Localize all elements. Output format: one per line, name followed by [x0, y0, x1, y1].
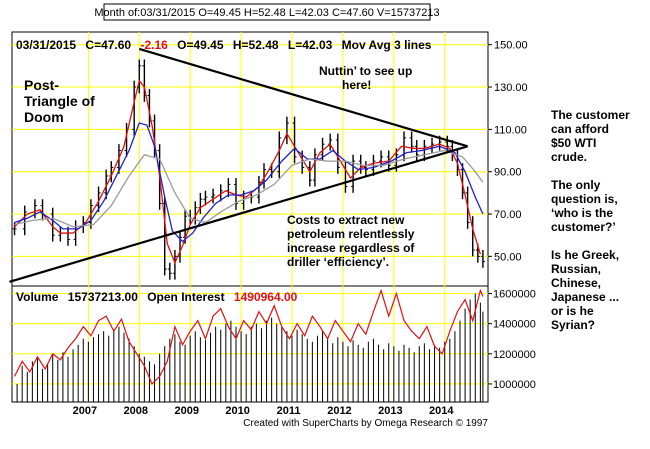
annotation-customer-line: Chinese,	[551, 276, 602, 290]
volume-label-line: Volume 15737213.00 Open Interest 1490964…	[16, 290, 298, 304]
moving-average-gray	[14, 149, 484, 228]
volume-value: 15737213.00	[68, 290, 138, 304]
volume-tick-label: 1400000	[493, 319, 536, 331]
oi-value: 1490964.00	[234, 290, 298, 304]
info-low: L=42.03	[288, 38, 333, 52]
info-change: -2.16	[140, 38, 168, 52]
header-bar	[103, 3, 431, 21]
x-tick-label: 2010	[225, 405, 249, 417]
annotation-customer-line: Syrian?	[551, 318, 596, 332]
annotation-customer-line: Is he Greek,	[551, 248, 620, 262]
x-axis: 2007 2008 2009 2010 2011 2012 2013 2014	[73, 405, 455, 417]
annotation-costs-line: driller ‘efficiency’.	[287, 255, 389, 269]
annotation-customer-line: question is,	[551, 192, 618, 206]
moving-averages	[14, 79, 484, 265]
volume-tick-label: 1200000	[493, 349, 536, 361]
upper-trendline	[138, 47, 468, 148]
info-line: 03/31/2015 C=47.60 -2.16 O=49.45 H=52.48…	[16, 38, 432, 52]
x-tick-label: 2007	[73, 405, 97, 417]
info-mov-avg: Mov Avg 3 lines	[342, 38, 432, 52]
volume-bars	[16, 293, 484, 402]
x-tick-label: 2012	[327, 405, 351, 417]
credit: Created with SuperCharts by Omega Resear…	[243, 418, 488, 429]
x-tick-label: 2011	[277, 405, 301, 417]
info-close: C=47.60	[85, 38, 131, 52]
x-tick-label: 2014	[429, 405, 454, 417]
annotation-customer-line: customer?’	[551, 220, 616, 234]
annotation-costs: Costs to extract new petroleum relentles…	[287, 213, 418, 269]
annotation-nuttin-line: here!	[342, 78, 371, 92]
price-tick-label: 90.00	[494, 167, 522, 179]
oi-label: Open Interest	[147, 290, 224, 304]
moving-average-blue	[14, 122, 484, 243]
annotation-customer-line: The only	[551, 178, 601, 192]
price-tick-label: 50.00	[494, 251, 522, 263]
annotation-customer-line: can afford	[551, 122, 610, 136]
price-tick-label: 70.00	[494, 209, 522, 221]
annotation-customer-line: or is he	[551, 304, 594, 318]
annotation-customer-line: ‘who is the	[551, 206, 614, 220]
info-open: O=49.45	[177, 38, 224, 52]
volume-tick-label: 1000000	[493, 379, 536, 391]
price-panel	[11, 31, 489, 287]
open-interest-series	[14, 288, 484, 385]
open-interest-line	[14, 288, 484, 385]
annotation-customer-line: $50 WTI	[551, 136, 597, 150]
moving-average-red	[14, 79, 481, 265]
annotation-customer-line: The customer	[551, 108, 630, 122]
info-date: 03/31/2015	[16, 38, 76, 52]
annotation-post-triangle-line: Doom	[24, 109, 64, 125]
lower-trendline	[9, 145, 468, 283]
price-tick-label: 130.00	[494, 82, 528, 94]
annotation-customer-line: crude.	[551, 150, 588, 164]
annotation-customer-line	[551, 234, 647, 248]
info-high: H=52.48	[233, 38, 279, 52]
price-tick-label: 110.00	[494, 124, 527, 136]
x-tick-label: 2008	[124, 405, 148, 417]
annotation-costs-line: increase regardless of	[287, 241, 415, 255]
annotation-nuttin-line: Nuttin’ to see up	[319, 64, 412, 78]
annotation-post-triangle: Post- Triangle of Doom	[24, 77, 99, 125]
volume-label: Volume	[16, 290, 59, 304]
annotation-customer-line: Russian,	[551, 262, 602, 276]
price-axis: 150.00 130.00 110.00 90.00 70.00 50.00	[488, 40, 528, 263]
annotation-nuttin: Nuttin’ to see up here!	[319, 64, 416, 92]
annotation-costs-line: petroleum relentlessly	[287, 227, 415, 241]
x-tick-label: 2013	[378, 405, 402, 417]
annotation-post-triangle-line: Post-	[24, 77, 59, 93]
annotation-customer: The customer can afford $50 WTI crude. T…	[551, 108, 647, 332]
annotation-post-triangle-line: Triangle of	[24, 93, 95, 109]
volume-axis: 1600000 1400000 1200000 1000000	[488, 289, 536, 391]
price-tick-label: 150.00	[494, 40, 528, 52]
trendlines	[9, 47, 468, 283]
volume-tick-label: 1600000	[493, 289, 536, 301]
header-bar-text: Month of:03/31/2015 O=49.45 H=52.48 L=42…	[94, 7, 439, 19]
x-tick-label: 2009	[174, 405, 198, 417]
annotation-customer-line: Japanese ...	[551, 290, 620, 304]
annotation-costs-line: Costs to extract new	[287, 213, 405, 227]
annotation-customer-line	[551, 164, 647, 178]
